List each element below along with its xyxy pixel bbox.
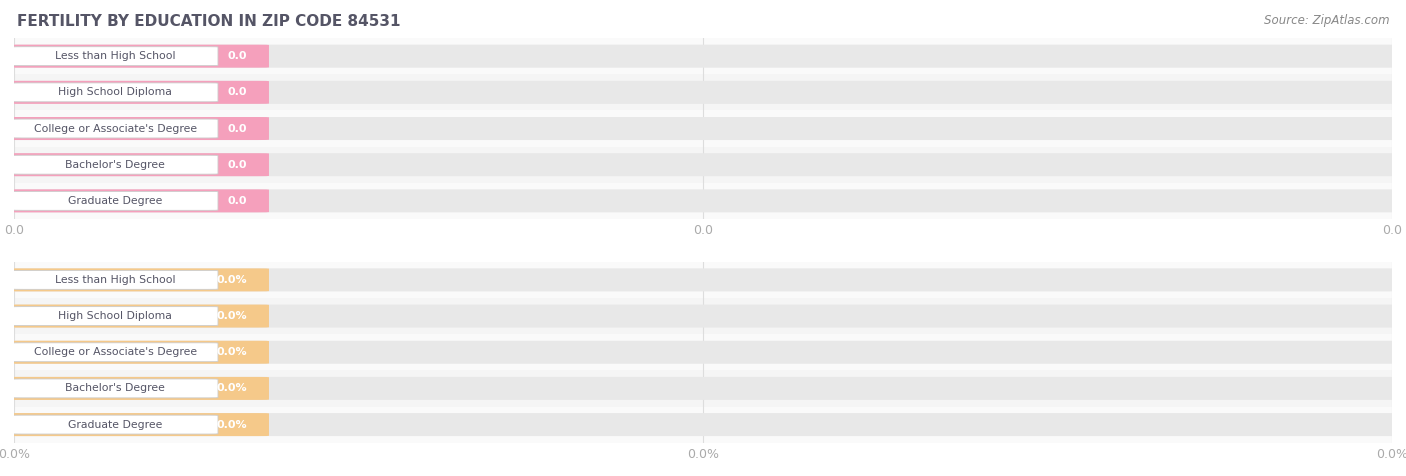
Bar — [14, 74, 1392, 110]
Bar — [14, 147, 1392, 183]
FancyBboxPatch shape — [6, 377, 1400, 400]
FancyBboxPatch shape — [6, 117, 1400, 140]
Text: Less than High School: Less than High School — [55, 51, 176, 61]
FancyBboxPatch shape — [13, 343, 218, 362]
Text: High School Diploma: High School Diploma — [59, 87, 173, 98]
FancyBboxPatch shape — [13, 415, 218, 434]
Text: High School Diploma: High School Diploma — [59, 311, 173, 321]
FancyBboxPatch shape — [13, 191, 218, 210]
Bar — [14, 38, 1392, 74]
FancyBboxPatch shape — [6, 153, 269, 176]
FancyBboxPatch shape — [6, 341, 1400, 364]
Text: 0.0: 0.0 — [228, 159, 247, 170]
Bar — [14, 183, 1392, 219]
Text: 0.0%: 0.0% — [217, 383, 247, 394]
Text: 0.0%: 0.0% — [217, 419, 247, 430]
Text: Bachelor's Degree: Bachelor's Degree — [66, 383, 166, 394]
Bar — [14, 370, 1392, 407]
Text: College or Associate's Degree: College or Associate's Degree — [34, 347, 197, 357]
Text: 0.0%: 0.0% — [217, 311, 247, 321]
Text: Source: ZipAtlas.com: Source: ZipAtlas.com — [1264, 14, 1389, 27]
FancyBboxPatch shape — [6, 305, 269, 327]
FancyBboxPatch shape — [6, 268, 1400, 291]
FancyBboxPatch shape — [13, 270, 218, 289]
FancyBboxPatch shape — [6, 45, 1400, 68]
FancyBboxPatch shape — [6, 117, 269, 140]
Bar — [14, 334, 1392, 370]
Text: 0.0: 0.0 — [228, 123, 247, 134]
FancyBboxPatch shape — [13, 379, 218, 398]
Bar — [14, 407, 1392, 443]
Bar — [14, 262, 1392, 298]
Text: College or Associate's Degree: College or Associate's Degree — [34, 123, 197, 134]
FancyBboxPatch shape — [13, 307, 218, 326]
Text: Graduate Degree: Graduate Degree — [67, 419, 163, 430]
FancyBboxPatch shape — [6, 81, 269, 104]
Text: 0.0%: 0.0% — [217, 275, 247, 285]
FancyBboxPatch shape — [6, 413, 269, 436]
Text: 0.0: 0.0 — [228, 196, 247, 206]
FancyBboxPatch shape — [6, 413, 1400, 436]
FancyBboxPatch shape — [13, 47, 218, 66]
FancyBboxPatch shape — [6, 305, 1400, 327]
FancyBboxPatch shape — [6, 153, 1400, 176]
Bar — [14, 298, 1392, 334]
FancyBboxPatch shape — [6, 341, 269, 364]
FancyBboxPatch shape — [13, 83, 218, 102]
Text: Graduate Degree: Graduate Degree — [67, 196, 163, 206]
FancyBboxPatch shape — [6, 268, 269, 291]
Text: 0.0: 0.0 — [228, 87, 247, 98]
FancyBboxPatch shape — [6, 189, 269, 212]
Bar — [14, 110, 1392, 147]
Text: Less than High School: Less than High School — [55, 275, 176, 285]
FancyBboxPatch shape — [6, 81, 1400, 104]
FancyBboxPatch shape — [6, 45, 269, 68]
FancyBboxPatch shape — [13, 119, 218, 138]
Text: FERTILITY BY EDUCATION IN ZIP CODE 84531: FERTILITY BY EDUCATION IN ZIP CODE 84531 — [17, 14, 401, 30]
Text: 0.0%: 0.0% — [217, 347, 247, 357]
FancyBboxPatch shape — [6, 377, 269, 400]
FancyBboxPatch shape — [6, 189, 1400, 212]
Text: Bachelor's Degree: Bachelor's Degree — [66, 159, 166, 170]
Text: 0.0: 0.0 — [228, 51, 247, 61]
FancyBboxPatch shape — [13, 155, 218, 174]
